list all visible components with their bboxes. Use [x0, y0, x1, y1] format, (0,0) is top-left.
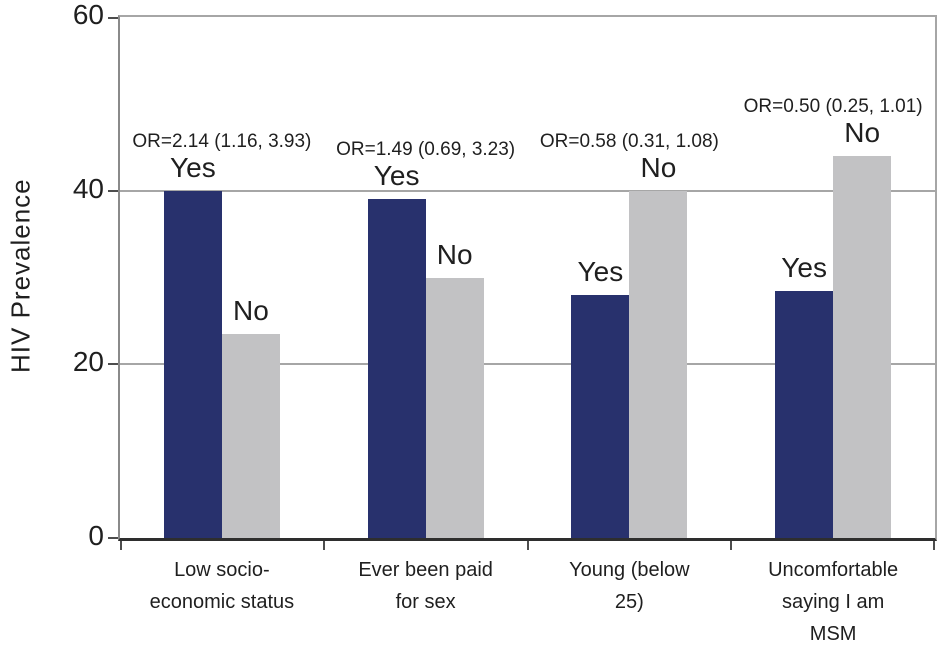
bar-no-group2 — [425, 277, 484, 538]
x-category-label-group3: Young (below 25) — [569, 559, 690, 613]
y-tick-mark-20 — [108, 363, 118, 366]
x-tick-mark-4 — [933, 541, 935, 550]
y-tick-mark-60 — [108, 17, 118, 19]
x-tick-mark-0 — [120, 541, 122, 550]
odds-ratio-annotation-group3: OR=0.58 (0.31, 1.08) — [539, 130, 719, 152]
y-axis-title: HIV Prevalence — [5, 178, 36, 373]
bar-label-no-group4: No — [844, 116, 881, 148]
bar-label-yes-group2: Yes — [373, 160, 420, 192]
y-tick-mark-40 — [108, 189, 118, 192]
odds-ratio-annotation-group4: OR=0.50 (0.25, 1.01) — [743, 95, 923, 117]
odds-ratio-annotation-group2: OR=1.49 (0.69, 3.23) — [336, 139, 516, 161]
bar-yes-group2 — [367, 199, 426, 538]
gridline-40 — [120, 189, 935, 192]
gridline-20 — [120, 363, 935, 366]
bar-yes-group3 — [571, 294, 630, 538]
bar-label-yes-group4: Yes — [781, 251, 827, 283]
plot-area: Yes No OR=2.14 (1.16, 3.93) Yes No OR=1.49 (0… — [108, 15, 937, 550]
bar-no-group3 — [629, 190, 688, 538]
odds-ratio-annotation-group1: OR=2.14 (1.16, 3.93) — [132, 130, 312, 152]
x-category-label-group1: Low socio- economic status — [149, 559, 295, 613]
bar-label-no-group3: No — [640, 151, 677, 183]
y-tick-label-20: 20 — [72, 346, 104, 378]
bar-no-group1 — [221, 333, 280, 538]
bar-label-no-group1: No — [232, 294, 269, 326]
y-tick-mark-0 — [108, 537, 118, 539]
x-tick-mark-3 — [730, 541, 733, 550]
y-tick-label-60: 60 — [72, 0, 104, 30]
bar-no-group4 — [833, 155, 892, 538]
bar-label-no-group2: No — [436, 238, 473, 270]
bar-yes-group4 — [775, 290, 834, 538]
y-tick-label-40: 40 — [72, 172, 104, 204]
bar-label-yes-group1: Yes — [170, 151, 216, 183]
bar-yes-group1 — [163, 190, 222, 538]
y-tick-label-0: 0 — [88, 520, 104, 551]
x-tick-mark-2 — [526, 541, 529, 550]
x-category-label-group2: Ever been paid for sex — [358, 559, 493, 613]
x-tick-mark-1 — [322, 541, 325, 550]
x-category-label-group4: Uncomfortable saying I am MSM — [768, 559, 899, 645]
bar-label-yes-group3: Yes — [577, 255, 624, 287]
